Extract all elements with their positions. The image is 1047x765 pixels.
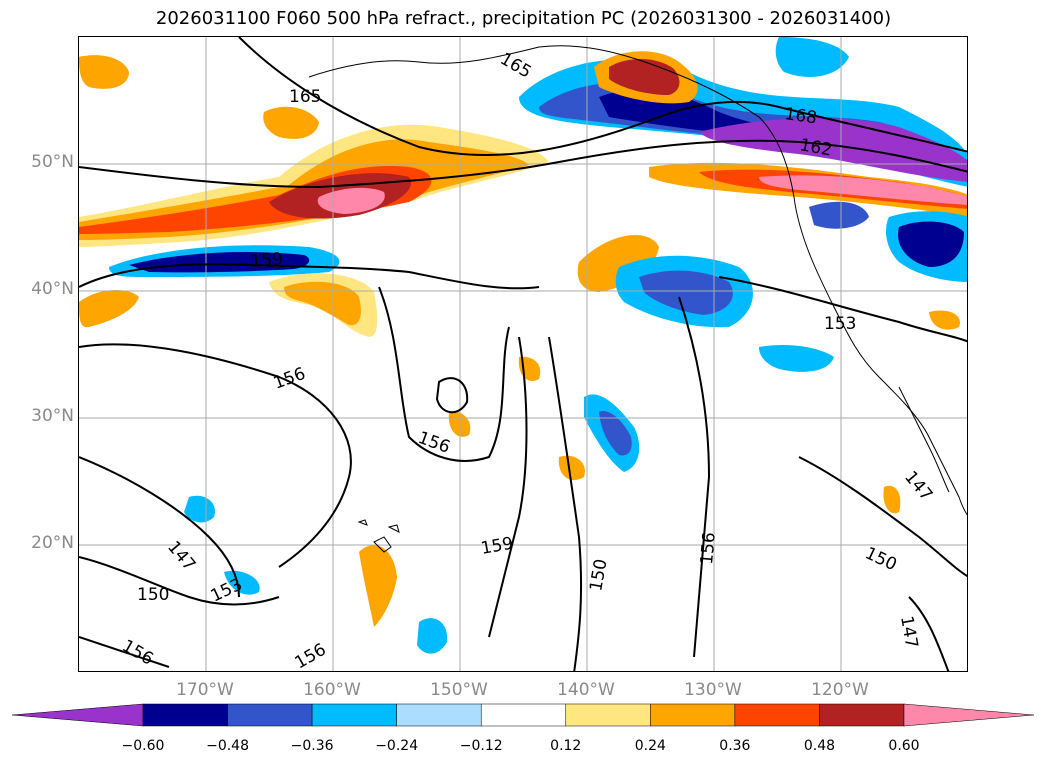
- colorbar-extend-high: [903, 703, 1035, 727]
- shade-se-3: [558, 455, 585, 481]
- contour-156-west: [79, 343, 352, 568]
- shade-ne-blob-3: [898, 221, 964, 267]
- shade-central-3: [79, 290, 139, 328]
- shade-purple: [699, 117, 967, 182]
- shade-top-right: [775, 37, 849, 77]
- shade-ne-blob-1: [809, 201, 869, 229]
- shade-se-2: [929, 310, 960, 330]
- coastlines: [308, 45, 967, 553]
- contour-156-sw: [79, 636, 170, 668]
- contour-label: 147: [900, 467, 936, 505]
- contour-162: [79, 139, 967, 189]
- lat-label-50n: 50°N: [31, 152, 74, 172]
- shade-central-2: [284, 281, 361, 326]
- colorbar-cell: [819, 703, 905, 727]
- colorbar-cell: [480, 703, 567, 727]
- map-plot-area: 165 165 168 162 159 153 156 156 159 150 …: [78, 36, 968, 672]
- colorbar-tick-label: −0.36: [290, 738, 334, 754]
- colorbar-tick-label: −0.24: [375, 738, 419, 754]
- contour-label: 156: [119, 636, 157, 670]
- colorbar-cell: [227, 703, 313, 727]
- shade-sc-2: [599, 411, 632, 456]
- contour-label: 150: [862, 543, 900, 575]
- contour-closed: [435, 377, 469, 414]
- contour-159: [79, 263, 540, 290]
- lon-label-170w: 170°W: [176, 680, 234, 700]
- contour-label: 159: [250, 249, 284, 272]
- shade-sc-3: [184, 495, 215, 523]
- contour-label: 156: [697, 531, 720, 565]
- precipitation-shading: [79, 37, 967, 654]
- shade-sc-5: [417, 618, 448, 654]
- contour-159-south: [488, 336, 528, 638]
- contour-150-sw: [79, 556, 280, 606]
- contour-label: 165: [497, 49, 535, 83]
- colorbar-cell: [142, 703, 228, 727]
- contour-156-east: [678, 296, 711, 658]
- colorbar: [11, 703, 1035, 727]
- lon-label-140w: 140°W: [557, 680, 615, 700]
- contour-label: 150: [586, 557, 611, 592]
- colorbar-cell: [565, 703, 651, 727]
- colorbar-tick-label: 0.24: [634, 738, 666, 754]
- contour-label: 150: [137, 585, 169, 605]
- colorbar-extend-low: [11, 703, 144, 727]
- graticule: [79, 37, 967, 671]
- map-title: 2026031100 F060 500 hPa refract., precip…: [155, 8, 892, 29]
- lon-label-150w: 150°W: [430, 680, 488, 700]
- contour-label: 156: [292, 640, 330, 672]
- colorbar-tick-label: 0.36: [719, 738, 751, 754]
- colorbar-tick-label: −0.48: [206, 738, 249, 754]
- shade-se-1: [759, 345, 834, 372]
- contour-label: 156: [415, 428, 452, 458]
- colorbar-cell: [311, 703, 397, 727]
- contour-147-west: [79, 456, 240, 598]
- colorbar-tick-label: −0.12: [459, 738, 503, 754]
- lon-label-160w: 160°W: [303, 680, 361, 700]
- lat-label-30n: 30°N: [31, 406, 74, 426]
- contour-label: 147: [896, 614, 921, 649]
- contour-label: 147: [163, 537, 199, 575]
- shade-ec-1: [577, 235, 659, 292]
- shade-nw-2: [263, 106, 319, 139]
- coast-north-america: [793, 196, 967, 516]
- colorbar-cell: [650, 703, 736, 727]
- coast-hawaii: [357, 519, 400, 553]
- shade-positive-band-5: [317, 187, 385, 214]
- lat-label-40n: 40°N: [31, 279, 74, 299]
- shade-nw-1: [79, 55, 129, 89]
- coast-baja: [898, 386, 950, 493]
- contour-label: 168: [783, 104, 818, 128]
- colorbar-cell: [734, 703, 820, 727]
- shade-sc-4: [359, 545, 397, 627]
- lon-label-130w: 130°W: [684, 680, 742, 700]
- contour-156-central: [378, 286, 510, 462]
- contour-147-east: [908, 596, 950, 671]
- contour-label: 165: [289, 87, 321, 107]
- contour-150-east: [798, 456, 967, 578]
- contour-153: [718, 276, 967, 343]
- contour-label: 162: [798, 135, 833, 160]
- colorbar-tick-label: 0.60: [888, 738, 920, 754]
- colorbar-tick-label: 0.12: [550, 738, 582, 754]
- contour-label: 153: [824, 314, 856, 334]
- shade-ec-3: [639, 270, 733, 315]
- colorbar-tick-label: −0.60: [121, 738, 165, 754]
- colorbar-cell: [396, 703, 482, 727]
- shade-se-6: [883, 485, 901, 514]
- lat-label-20n: 20°N: [31, 533, 74, 553]
- map-canvas: 165 165 168 162 159 153 156 156 159 150 …: [79, 37, 967, 672]
- shade-negative-west-2: [129, 252, 310, 273]
- coast-alaska: [308, 45, 795, 198]
- contours: [79, 37, 967, 671]
- shade-positive-ne-3: [759, 175, 967, 205]
- lon-label-120w: 120°W: [811, 680, 869, 700]
- shade-se-7: [224, 570, 260, 595]
- contour-150: [548, 336, 583, 671]
- contour-165: [238, 37, 967, 156]
- colorbar-tick-label: 0.48: [803, 738, 836, 754]
